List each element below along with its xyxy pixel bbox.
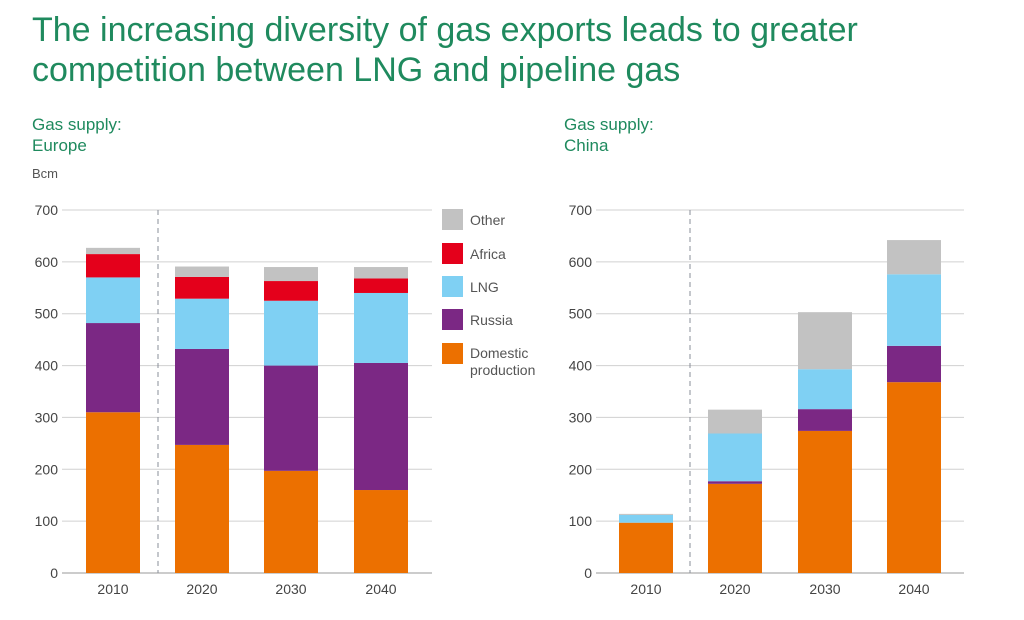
legend-label-domestic-production: Domestic — [470, 345, 528, 361]
europe-bar-2010-lng — [86, 277, 140, 324]
china-x-tick-label: 2030 — [809, 581, 840, 597]
europe-bar-2020-other — [175, 266, 229, 277]
europe-bar-2040-lng — [354, 292, 408, 363]
china-x-tick-label: 2020 — [719, 581, 750, 597]
china-bar-2030-lng — [798, 369, 852, 410]
chart-title: The increasing diversity of gas exports … — [32, 10, 992, 90]
china-y-tick-label: 700 — [569, 202, 593, 218]
legend-swatch-domestic-production — [442, 343, 463, 364]
europe-x-tick-label: 2020 — [186, 581, 217, 597]
europe-bar-2030-russia — [264, 365, 318, 471]
china-x-tick-label: 2040 — [898, 581, 929, 597]
china-bar-2030-russia — [798, 409, 852, 431]
europe-bar-2010-domestic-production — [86, 412, 140, 573]
europe-x-tick-label: 2030 — [275, 581, 306, 597]
europe-title-line-1: Gas supply: — [32, 115, 122, 134]
europe-y-tick-label: 100 — [35, 513, 59, 529]
europe-y-tick-label: 500 — [35, 306, 59, 322]
y-axis-unit: Bcm — [32, 166, 58, 181]
legend-swatch-other — [442, 209, 463, 230]
europe-x-tick-label: 2040 — [365, 581, 396, 597]
europe-panel-title: Gas supply: Europe — [32, 114, 122, 156]
europe-bar-2020-africa — [175, 276, 229, 299]
europe-y-tick-label: 0 — [50, 565, 58, 581]
europe-y-tick-label: 600 — [35, 254, 59, 270]
europe-y-tick-label: 300 — [35, 409, 59, 425]
china-bar-2040-russia — [887, 345, 941, 383]
china-bar-2020-lng — [708, 433, 762, 482]
europe-y-tick-label: 700 — [35, 202, 59, 218]
legend-swatch-africa — [442, 243, 463, 264]
china-y-tick-label: 0 — [584, 565, 592, 581]
europe-bar-2030-domestic-production — [264, 470, 318, 573]
europe-bar-2040-africa — [354, 278, 408, 293]
title-line-2: competition between LNG and pipeline gas — [32, 51, 681, 89]
europe-bar-2020-lng — [175, 298, 229, 349]
china-bar-2030-domestic-production — [798, 430, 852, 573]
europe-y-tick-label: 200 — [35, 461, 59, 477]
europe-bar-2010-africa — [86, 254, 140, 278]
europe-x-tick-label: 2010 — [97, 581, 128, 597]
china-y-tick-label: 200 — [569, 461, 593, 477]
europe-bar-2010-other — [86, 247, 140, 255]
europe-bar-2040-russia — [354, 362, 408, 491]
china-panel-title: Gas supply: China — [564, 114, 654, 156]
china-bar-2030-other — [798, 312, 852, 370]
europe-title-line-2: Europe — [32, 136, 87, 155]
china-bar-2020-russia — [708, 481, 762, 484]
europe-bar-2030-africa — [264, 281, 318, 301]
europe-bar-2020-domestic-production — [175, 444, 229, 573]
china-x-tick-label: 2010 — [630, 581, 661, 597]
legend-label-russia: Russia — [470, 312, 513, 328]
legend-swatch-lng — [442, 276, 463, 297]
europe-bar-2020-russia — [175, 348, 229, 445]
legend-label-lng: LNG — [470, 279, 499, 295]
europe-bar-2010-russia — [86, 323, 140, 413]
europe-y-tick-label: 400 — [35, 358, 59, 374]
china-title-line-2: China — [564, 136, 609, 155]
china-bar-2040-domestic-production — [887, 382, 941, 573]
china-title-line-1: Gas supply: — [564, 115, 654, 134]
legend-label-domestic-production-line-2: production — [470, 362, 535, 378]
legend-label-africa: Africa — [470, 246, 506, 262]
title-line-1: The increasing diversity of gas exports … — [32, 11, 858, 49]
china-bar-2040-lng — [887, 274, 941, 346]
china-y-tick-label: 600 — [569, 254, 593, 270]
europe-bar-2040-domestic-production — [354, 490, 408, 573]
china-y-tick-label: 300 — [569, 409, 593, 425]
china-bar-2010-lng — [619, 514, 673, 523]
europe-bar-2040-other — [354, 267, 408, 279]
europe-bar-2030-other — [264, 267, 318, 282]
china-y-tick-label: 100 — [569, 513, 593, 529]
china-bar-2040-other — [887, 240, 941, 275]
china-bar-2010-domestic-production — [619, 522, 673, 573]
china-y-tick-label: 500 — [569, 306, 593, 322]
legend-swatch-russia — [442, 309, 463, 330]
legend-label-other: Other — [470, 212, 505, 228]
china-bar-2010-other — [619, 513, 673, 515]
china-bar-2020-domestic-production — [708, 483, 762, 573]
china-y-tick-label: 400 — [569, 358, 593, 374]
china-bar-2020-other — [708, 409, 762, 434]
europe-bar-2030-lng — [264, 300, 318, 366]
